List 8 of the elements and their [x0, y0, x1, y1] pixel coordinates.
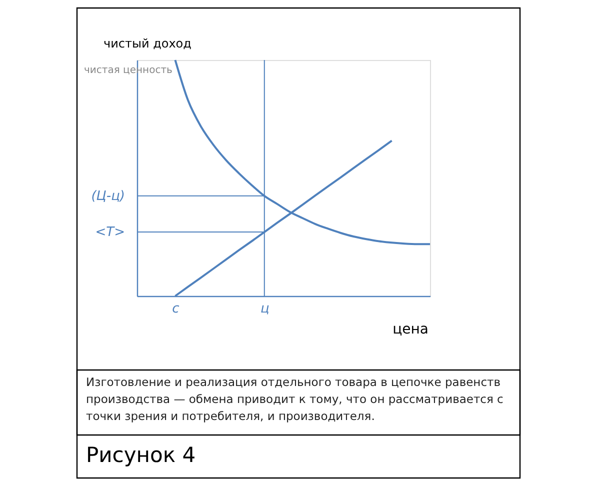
text: Рисунок 4 [86, 443, 196, 467]
x-tick-label: ц [260, 302, 270, 316]
series-label: (Ц-ц) [91, 188, 125, 204]
text: Изготовление и реализация отдельного товара в цепочке равенств производства — обмена приводит к тому, что он рассматривается с точки зрения и потребителя, и производителя. [86, 375, 504, 423]
y-axis-title: чистый доход [104, 36, 192, 50]
x-tick-label: c [172, 302, 180, 316]
x-axis-title: цена [392, 322, 428, 338]
series-label: <T> [95, 225, 125, 240]
